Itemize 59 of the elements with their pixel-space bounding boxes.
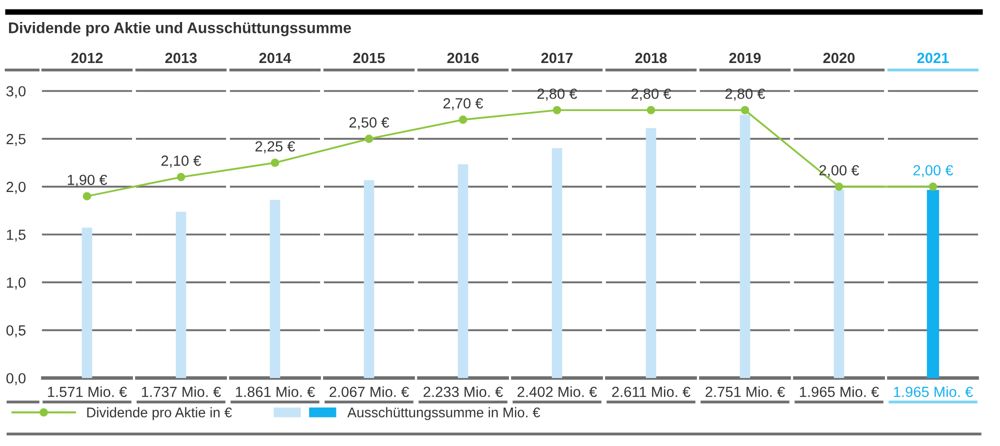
data-label: 1.737 Mio. €: [142, 386, 221, 398]
bar: [834, 190, 844, 378]
data-label: 2.233 Mio. €: [424, 386, 503, 398]
point: [364, 134, 374, 143]
x-tick-label: 2019: [729, 52, 761, 64]
data-label: 2.402 Mio. €: [518, 386, 597, 398]
legend-label: Dividende pro Aktie in €: [87, 407, 232, 420]
y-tick-label: 1,5: [6, 230, 26, 242]
point: [740, 106, 750, 114]
data-label: 2,50 €: [349, 117, 390, 130]
x-tick-label: 2018: [635, 52, 667, 64]
data-label: 2,10 €: [161, 156, 202, 168]
x-tick-label: 2020: [823, 52, 855, 64]
data-label: 2.067 Mio. €: [330, 386, 409, 398]
bar: [82, 228, 92, 378]
x-tick-label: 2021: [917, 52, 949, 64]
y-tick-label: 2,5: [6, 134, 26, 146]
bar: [646, 128, 656, 378]
data-label: 2,00 €: [819, 165, 860, 178]
point: [646, 106, 656, 114]
bar: [176, 212, 186, 378]
bar: [270, 200, 280, 378]
bar: [364, 180, 374, 378]
chart-title: Dividende pro Aktie und Ausschüttungssumme: [9, 22, 351, 36]
point: [176, 172, 186, 182]
data-label: 2,25 €: [255, 141, 296, 154]
data-label: 1.965 Mio. €: [800, 386, 879, 398]
data-label: 2.751 Mio. €: [706, 386, 785, 398]
data-label: 2,80 €: [631, 88, 672, 101]
data-label: 2.611 Mio. €: [612, 386, 690, 398]
y-tick-label: 3,0: [6, 86, 26, 98]
bar: [740, 114, 750, 378]
point: [458, 116, 468, 124]
x-tick-label: 2014: [259, 52, 292, 64]
point: [834, 182, 844, 191]
x-tick-label: 2013: [165, 52, 197, 64]
x-tick-label: 2015: [353, 52, 385, 64]
y-tick-label: 1,0: [6, 277, 26, 290]
point: [552, 106, 562, 114]
data-label: 2,00 €: [913, 165, 954, 178]
bar: [458, 164, 468, 378]
data-label: 2,80 €: [537, 88, 578, 101]
x-tick-label: 2012: [71, 52, 103, 64]
bar: [552, 148, 562, 378]
legend-label: Ausschüttungssumme in Mio. €: [347, 407, 540, 420]
y-tick-label: 0,0: [6, 373, 26, 386]
y-tick-label: 0,5: [6, 325, 26, 338]
x-tick-label: 2017: [541, 52, 573, 64]
data-label: 2,70 €: [443, 98, 484, 110]
data-label: 1,90 €: [68, 174, 108, 187]
point: [928, 182, 938, 191]
y-tick-label: 2,0: [6, 182, 26, 194]
point: [82, 192, 92, 200]
data-label: 1.861 Mio. €: [236, 386, 315, 398]
point: [270, 158, 280, 167]
data-label: 2,80 €: [725, 88, 766, 101]
data-label: 1.571 Mio. €: [48, 386, 127, 398]
x-tick-label: 2016: [447, 52, 479, 64]
data-label: 1.965 Mio. €: [894, 386, 973, 398]
